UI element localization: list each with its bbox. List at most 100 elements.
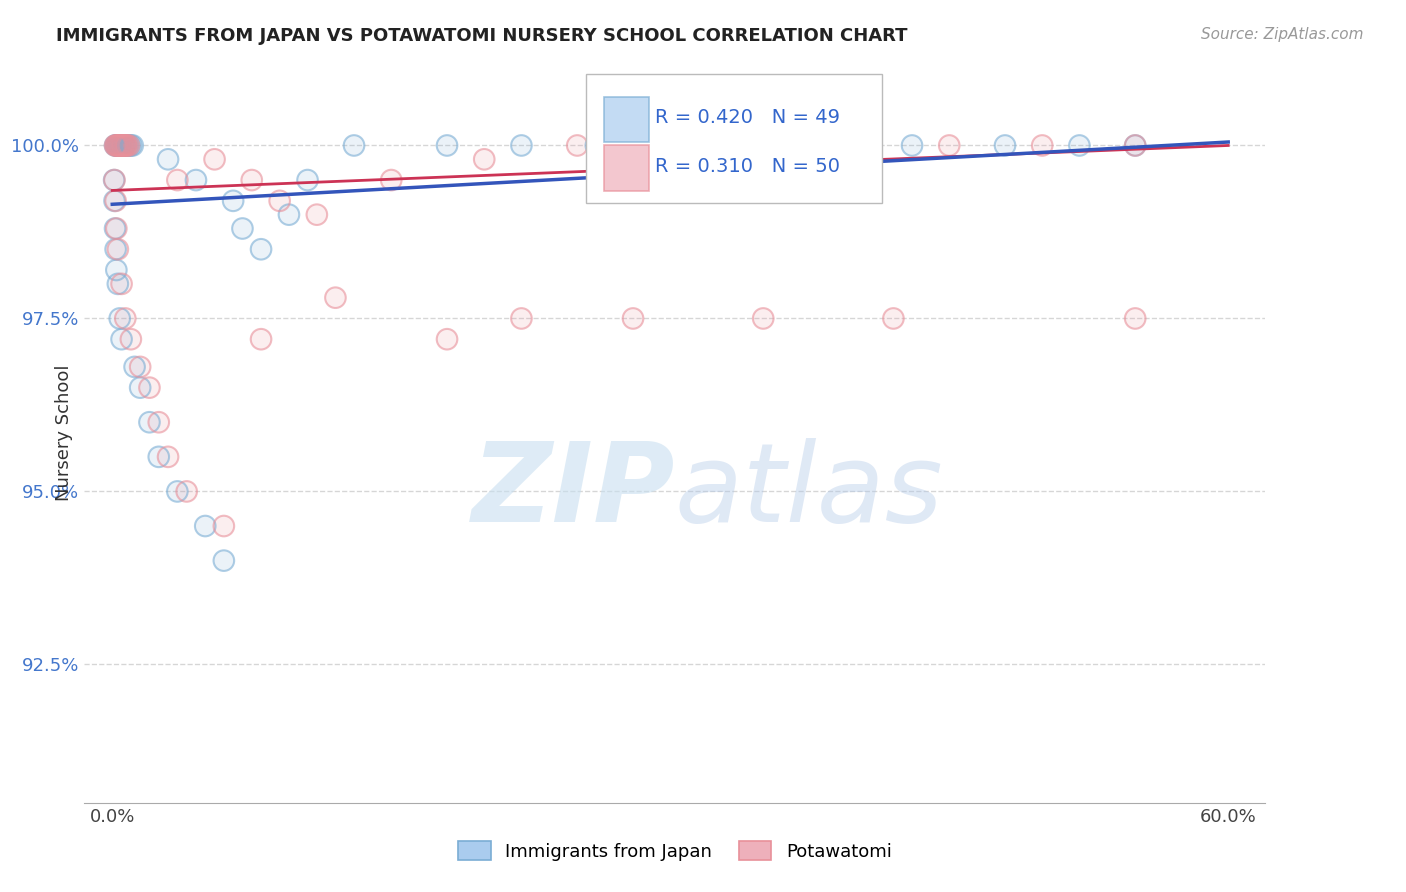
Point	[901, 138, 924, 153]
Point	[938, 138, 960, 153]
Point	[110, 138, 132, 153]
Point	[115, 138, 138, 153]
Point	[118, 138, 141, 153]
Point	[115, 138, 138, 153]
Point	[129, 381, 152, 395]
Point	[436, 138, 458, 153]
FancyBboxPatch shape	[586, 73, 882, 203]
Point	[103, 194, 125, 208]
Point	[105, 221, 128, 235]
Point	[114, 138, 136, 153]
Point	[752, 311, 775, 326]
Point	[1123, 138, 1146, 153]
Point	[250, 242, 273, 256]
Point	[380, 173, 402, 187]
Point	[112, 138, 135, 153]
Point	[110, 138, 132, 153]
Point	[115, 138, 138, 153]
FancyBboxPatch shape	[605, 97, 650, 143]
Point	[510, 138, 533, 153]
Point	[105, 138, 128, 153]
Point	[138, 381, 160, 395]
Point	[176, 484, 198, 499]
Point	[124, 359, 146, 374]
Point	[166, 484, 188, 499]
Point	[107, 138, 129, 153]
Point	[659, 138, 682, 153]
Point	[129, 381, 152, 395]
Point	[114, 138, 136, 153]
Point	[110, 138, 132, 153]
Point	[110, 138, 132, 153]
Point	[659, 138, 682, 153]
Point	[659, 138, 682, 153]
Point	[436, 332, 458, 346]
Point	[105, 263, 128, 277]
Point	[1123, 138, 1146, 153]
Point	[114, 311, 136, 326]
Point	[107, 277, 129, 291]
Point	[166, 173, 188, 187]
Point	[112, 138, 135, 153]
Point	[166, 173, 188, 187]
FancyBboxPatch shape	[605, 145, 650, 191]
Point	[176, 484, 198, 499]
Point	[103, 173, 125, 187]
Point	[107, 138, 129, 153]
Point	[138, 415, 160, 429]
Point	[110, 138, 132, 153]
Point	[194, 519, 217, 533]
Point	[204, 153, 226, 167]
Point	[107, 138, 129, 153]
Point	[107, 277, 129, 291]
Point	[212, 554, 235, 568]
Point	[212, 554, 235, 568]
Point	[472, 153, 495, 167]
Point	[901, 138, 924, 153]
Point	[567, 138, 589, 153]
Point	[104, 138, 127, 153]
Point	[659, 138, 682, 153]
Point	[105, 138, 128, 153]
Point	[104, 138, 127, 153]
Point	[112, 138, 135, 153]
Point	[112, 138, 135, 153]
Y-axis label: Nursery School: Nursery School	[55, 364, 73, 501]
Point	[108, 138, 131, 153]
Point	[121, 138, 143, 153]
Point	[343, 138, 366, 153]
Text: Source: ZipAtlas.com: Source: ZipAtlas.com	[1201, 27, 1364, 42]
Text: atlas: atlas	[675, 438, 943, 545]
Point	[297, 173, 319, 187]
Point	[120, 332, 142, 346]
Point	[115, 138, 138, 153]
Point	[112, 138, 135, 153]
Point	[714, 138, 737, 153]
Point	[343, 138, 366, 153]
Point	[104, 138, 127, 153]
Point	[124, 359, 146, 374]
Point	[114, 311, 136, 326]
Point	[108, 311, 131, 326]
Point	[104, 242, 127, 256]
Point	[104, 138, 127, 153]
Point	[752, 138, 775, 153]
Point	[845, 138, 868, 153]
Point	[110, 277, 132, 291]
Point	[1123, 311, 1146, 326]
Point	[138, 381, 160, 395]
Point	[148, 415, 170, 429]
Point	[297, 173, 319, 187]
Point	[110, 277, 132, 291]
Point	[752, 138, 775, 153]
Point	[1031, 138, 1053, 153]
Point	[231, 221, 253, 235]
Point	[808, 138, 831, 153]
Point	[222, 194, 245, 208]
Point	[108, 311, 131, 326]
Point	[994, 138, 1017, 153]
Point	[114, 138, 136, 153]
Point	[120, 138, 142, 153]
Point	[112, 138, 135, 153]
Point	[1069, 138, 1091, 153]
